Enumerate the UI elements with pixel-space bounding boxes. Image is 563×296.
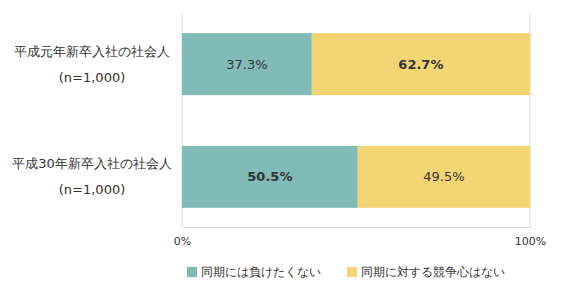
bar	[358, 146, 530, 208]
tick-label: 0%	[174, 235, 191, 248]
data-labels: 37.3% 50.5% 62.7% 49.5%	[226, 57, 464, 185]
tick: 100%	[515, 227, 546, 248]
y-axis-labels: 平成元年新卒入社の社会人(n=1,000) 平成30年新卒入社の社会人(n=1,0…	[12, 44, 172, 198]
tick: 0%	[174, 227, 191, 248]
legend-swatch	[187, 267, 197, 277]
category-label: 平成元年新卒入社の社会人(n=1,000)	[14, 44, 170, 85]
legend: 同期には負けたくない 同期に対する競争心はない	[187, 265, 505, 279]
chart: 37.3% 50.5% 62.7% 49.5% 0% 100% 平成元年新卒入社の社会人(n…	[0, 0, 563, 296]
data-label: 62.7%	[398, 57, 443, 72]
bars	[182, 33, 530, 208]
category-label: 平成30年新卒入社の社会人(n=1,000)	[12, 156, 172, 197]
axis-line	[183, 227, 531, 228]
legend-item: 同期には負けたくない	[187, 265, 321, 279]
data-label: 37.3%	[226, 57, 267, 72]
legend-swatch	[347, 267, 357, 277]
data-label: 49.5%	[423, 169, 464, 184]
tick-label: 100%	[515, 235, 546, 248]
grid	[182, 14, 530, 227]
x-axis: 0% 100%	[174, 227, 546, 248]
data-label: 50.5%	[247, 169, 292, 184]
legend-label: 同期には負けたくない	[201, 265, 321, 279]
bar	[182, 146, 358, 208]
legend-label: 同期に対する競争心はない	[361, 265, 505, 279]
bar	[312, 33, 530, 95]
bar	[182, 33, 312, 95]
legend-item: 同期に対する競争心はない	[347, 265, 505, 279]
